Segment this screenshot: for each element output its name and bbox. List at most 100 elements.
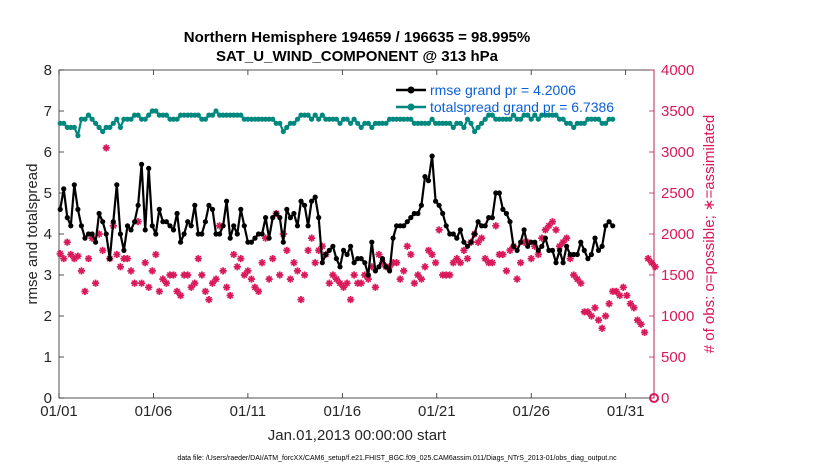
obs-point — [541, 226, 549, 234]
spread-point — [528, 116, 534, 122]
spread-point — [429, 116, 435, 122]
obs-point — [502, 267, 511, 275]
rmse-point — [153, 231, 159, 237]
spread-point — [535, 116, 541, 122]
rmse-point — [404, 219, 410, 225]
obs-point — [184, 271, 192, 279]
rmse-point — [379, 256, 386, 262]
spread-point — [472, 128, 478, 135]
y-right-tick-label: 3500 — [661, 103, 694, 120]
spread-point — [525, 112, 531, 118]
obs-point — [474, 238, 482, 246]
obs-point — [91, 279, 100, 287]
obs-point — [148, 267, 156, 275]
spread-point — [588, 116, 595, 122]
spread-point — [351, 116, 357, 122]
obs-point — [460, 246, 468, 254]
rmse-point — [560, 260, 566, 266]
rmse-point — [510, 243, 517, 249]
rmse-point — [564, 243, 570, 249]
rmse-point — [546, 247, 552, 253]
rmse-point — [475, 219, 481, 225]
rmse-point — [454, 235, 460, 241]
spread-point — [567, 120, 573, 126]
rmse-point — [231, 223, 237, 229]
obs-point — [463, 255, 472, 263]
obs-point — [123, 255, 132, 263]
obs-point — [357, 279, 365, 287]
obs-point — [513, 275, 521, 283]
obs-point — [191, 279, 199, 287]
spread-point — [110, 120, 116, 126]
obs-point — [269, 255, 277, 263]
obs-point — [339, 283, 348, 291]
spread-point — [553, 112, 559, 118]
obs-point — [343, 279, 351, 287]
spread-point — [521, 112, 527, 118]
rmse-point — [213, 231, 219, 237]
rmse-point — [500, 206, 506, 212]
obs-point — [396, 275, 404, 283]
obs-point — [77, 267, 86, 275]
rmse-point — [93, 239, 99, 245]
obs-point — [563, 234, 571, 242]
rmse-point — [461, 239, 467, 245]
rmse-point — [128, 227, 134, 233]
chart-title-line1: Northern Hemisphere 194659 / 196635 = 98… — [184, 29, 530, 46]
spread-point — [316, 116, 322, 122]
spread-point — [447, 120, 453, 126]
chart-title-line2: SAT_U_WIND_COMPONENT @ 313 hPa — [216, 48, 499, 65]
rmse-point — [422, 174, 428, 180]
spread-point — [376, 120, 382, 126]
rmse-point — [64, 215, 70, 221]
rmse-point — [415, 210, 421, 217]
y-left-tick-label: 3 — [44, 267, 52, 284]
rmse-point — [535, 247, 541, 253]
spread-point — [539, 112, 545, 118]
rmse-point — [585, 256, 591, 262]
rmse-point — [351, 260, 357, 266]
spread-point — [358, 124, 364, 130]
obs-point — [212, 275, 220, 283]
obs-point — [428, 250, 436, 259]
rmse-point — [89, 231, 95, 237]
spread-point — [486, 112, 492, 118]
spread-point — [298, 112, 304, 118]
obs-point — [304, 246, 312, 254]
obs-point — [290, 259, 298, 267]
x-tick-label: 01/26 — [512, 403, 550, 420]
rmse-point — [464, 243, 471, 249]
obs-point — [265, 275, 273, 283]
rmse-point — [418, 202, 424, 208]
obs-point — [141, 259, 149, 267]
obs-point — [407, 250, 415, 259]
rmse-point — [259, 231, 265, 237]
spread-point — [560, 116, 566, 122]
rmse-point — [319, 260, 325, 266]
spread-point — [365, 120, 371, 126]
spread-point — [100, 128, 106, 135]
rmse-point — [486, 215, 492, 221]
obs-point — [56, 250, 64, 258]
obs-point — [176, 291, 185, 300]
rmse-point — [408, 215, 414, 221]
obs-point — [393, 259, 401, 267]
obs-point — [626, 300, 634, 308]
spread-point — [107, 124, 113, 130]
obs-point — [637, 320, 645, 328]
obs-point — [130, 279, 139, 287]
spread-point — [273, 120, 279, 126]
spread-point — [383, 120, 389, 126]
obs-point — [478, 234, 486, 242]
obs-point — [435, 226, 443, 234]
rmse-point — [68, 223, 74, 229]
rmse-point — [280, 239, 286, 245]
spread-point — [408, 116, 414, 122]
legend: rmse grand pr = 4.2006 totalspread grand… — [396, 82, 614, 115]
spread-point — [135, 112, 141, 118]
obs-point — [527, 255, 535, 263]
rmse-point — [174, 210, 180, 217]
rmse-point — [85, 231, 92, 237]
rmse-point — [542, 235, 549, 241]
